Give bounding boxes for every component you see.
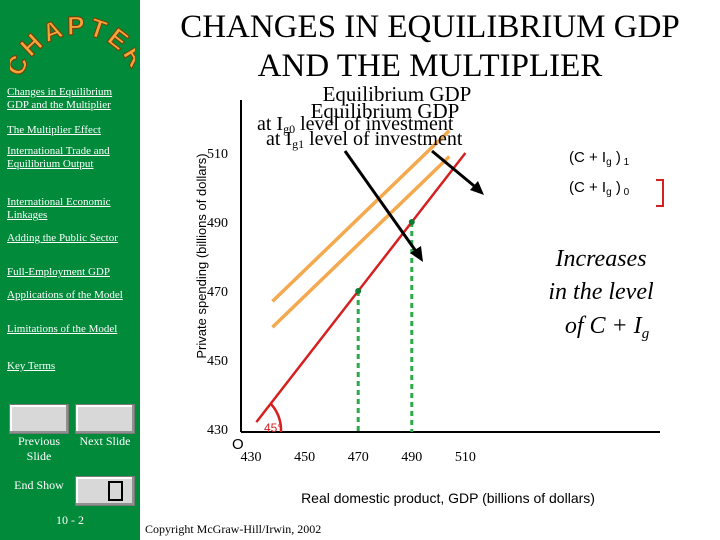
nav-link-applications[interactable]: Applications of the Model	[7, 289, 123, 301]
nav-link-international-trade[interactable]: International Trade and Equilibrium Outp…	[7, 145, 110, 170]
arrowhead-0	[410, 246, 423, 262]
y-tick-430: 430	[207, 423, 228, 438]
sidebar: CHAPTER Changes in Equilibrium GDP and t…	[0, 0, 140, 540]
increase-line1: Increases	[554, 246, 646, 272]
aggregate-expenditure-line-1	[271, 129, 451, 303]
nav-link-limitations[interactable]: Limitations of the Model	[7, 323, 118, 335]
y-tick-450: 450	[207, 354, 228, 369]
series-label-0: (C + Ig ) 0	[569, 179, 630, 198]
eq-gdp-front-line1: Equilibrium GDP	[323, 82, 472, 106]
next-slide-bar[interactable]	[75, 404, 135, 434]
y-tick-490: 490	[207, 216, 228, 231]
series-label-1: (C + Ig ) 1	[569, 149, 630, 168]
main-panel	[140, 0, 720, 540]
nav-link-key-terms[interactable]: Key Terms	[7, 360, 56, 372]
eq-gdp-back-line1: Equilibrium GDP	[311, 99, 460, 123]
y-tick-510: 510	[207, 147, 228, 162]
eq-gdp-front-line2: at Ig1 level of investment	[266, 128, 463, 151]
end-icon	[108, 481, 123, 501]
x-tick-470: 470	[348, 450, 369, 465]
x-tick-430: 430	[241, 450, 262, 465]
equilibrium-point-0	[355, 288, 362, 294]
end-show-bar[interactable]	[75, 476, 135, 506]
forty-five-degree-line	[255, 152, 467, 423]
arrow-to-point-1	[431, 149, 480, 192]
y-axis-label: Private spending (billions of dollars)	[194, 153, 209, 358]
end-show-button[interactable]: End Show	[14, 478, 64, 492]
y-tick-470: 470	[207, 285, 228, 300]
nav-link-multiplier-effect[interactable]: The Multiplier Effect	[7, 124, 101, 136]
nav-link-international-linkages[interactable]: International Economic Linkages	[7, 196, 111, 221]
arrowhead-1	[470, 181, 484, 195]
nav-link-full-employment[interactable]: Full-Employment GDP	[7, 266, 110, 278]
angle-label: 45°	[264, 421, 282, 435]
arrow-to-point-0	[343, 150, 422, 258]
increase-line3: of C + Ig	[565, 313, 650, 342]
equilibrium-point-1	[408, 219, 415, 225]
increase-line2: in the level	[548, 279, 654, 305]
next-slide-button[interactable]: Next Slide	[79, 434, 131, 448]
copyright: Copyright McGraw-Hill/Irwin, 2002	[145, 522, 321, 536]
x-tick-450: 450	[294, 450, 315, 465]
angle-arc	[270, 403, 283, 433]
page-title: CHANGES IN EQUILIBRIUM GDP AND THE MULTI…	[180, 9, 680, 84]
x-tick-490: 490	[401, 450, 422, 465]
aggregate-expenditure-line-0	[271, 155, 451, 329]
previous-slide-button[interactable]: Previous Slide	[18, 434, 60, 463]
x-tick-510: 510	[455, 450, 476, 465]
shift-bracket	[656, 179, 664, 207]
x-axis-label: Real domestic product, GDP (billions of …	[301, 490, 595, 506]
nav-link-public-sector[interactable]: Adding the Public Sector	[7, 232, 118, 244]
previous-slide-bar[interactable]	[9, 404, 69, 434]
page-number: 10 - 2	[56, 513, 84, 527]
eq-gdp-back-line2: at Ig0 level of investment	[257, 113, 454, 136]
chapter-logo: CHAPTER	[10, 10, 135, 81]
origin-label: O	[232, 436, 244, 453]
nav-link-changes[interactable]: Changes in Equilibrium GDP and the Multi…	[7, 86, 113, 111]
